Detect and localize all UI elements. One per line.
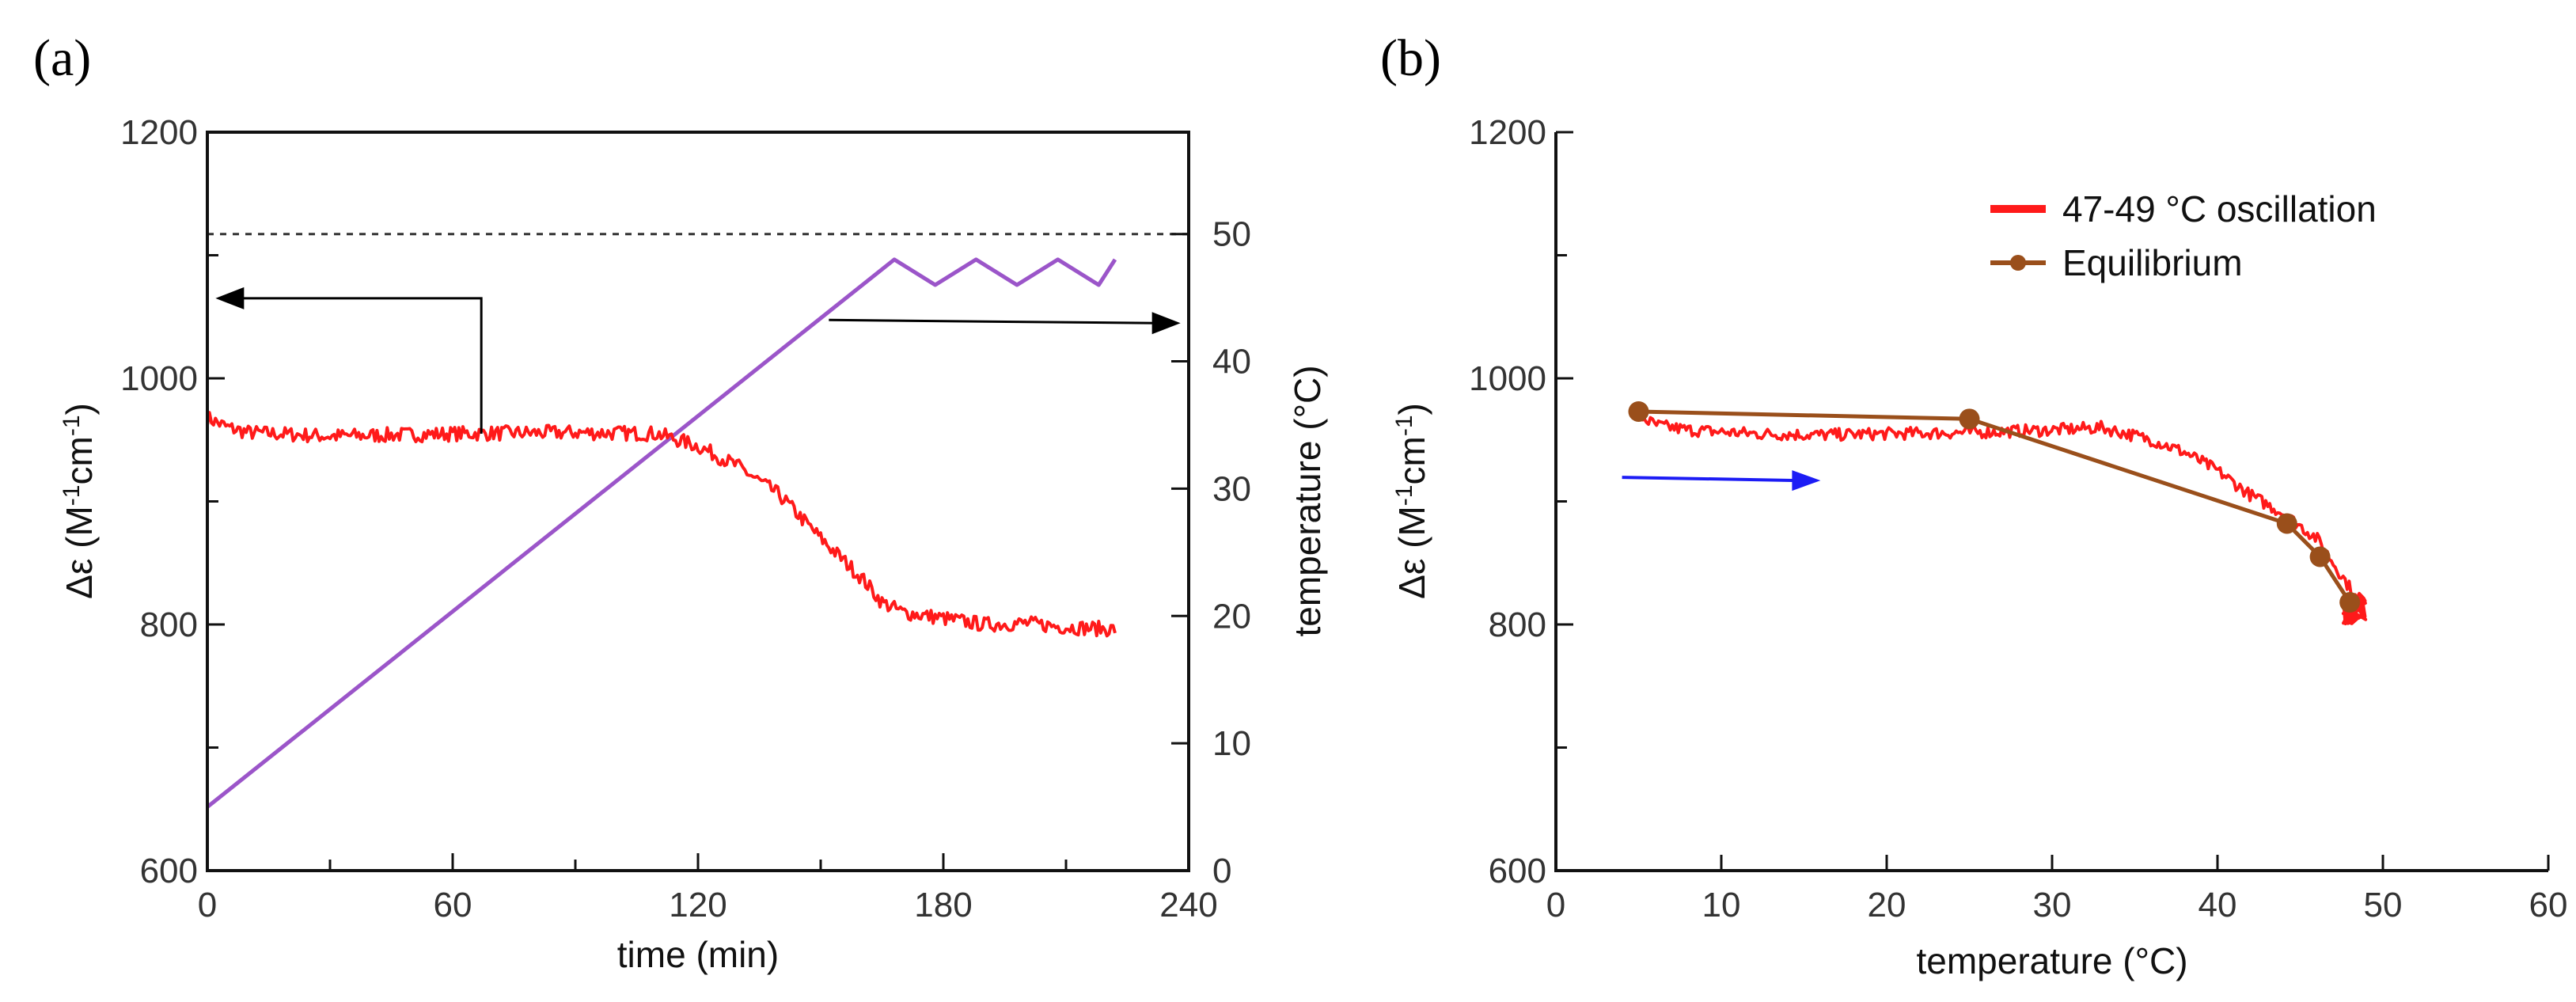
x-tick-label-0: 0 — [198, 886, 217, 924]
y-left-tick-label-1200: 1200 — [120, 113, 198, 152]
panel-b-y-ticks: 600 800 1000 1200 — [1469, 113, 1573, 890]
x-tick-label-120: 120 — [669, 886, 727, 924]
panel-a: (a) 0 60 120 180 240 600 800 1000 1200 0 10 20 30 4… — [33, 29, 1328, 975]
arrow-to-left-axis — [237, 297, 483, 434]
heating-direction-arrow — [1622, 476, 1797, 483]
panel-b-axes-frame — [1554, 132, 2548, 872]
x-tick-label-180: 180 — [914, 886, 972, 924]
b-y-tick-label-800: 800 — [1489, 605, 1546, 644]
arrow-to-right-axis-head — [1151, 312, 1181, 335]
panel-a-y-right-axis-label: temperature (°C) — [1287, 365, 1328, 636]
equilibrium-point-0 — [1628, 400, 1649, 422]
arrow-to-left-axis-head — [215, 287, 245, 309]
temperature-series-line — [206, 257, 1117, 809]
b-x-tick-label-60: 60 — [2529, 886, 2568, 924]
x-tick-label-240: 240 — [1159, 886, 1217, 924]
panel-a-y-left-axis-label: Δε (M-1cm-1) — [59, 403, 101, 599]
equilibrium-point-2 — [2276, 513, 2297, 534]
b-y-tick-label-1200: 1200 — [1469, 113, 1546, 152]
panel-a-x-axis-label: time (min) — [617, 934, 779, 975]
equilibrium-point-4 — [2339, 592, 2361, 613]
legend-equilibrium-marker — [2010, 255, 2026, 271]
b-y-tick-label-1000: 1000 — [1469, 359, 1546, 398]
panel-a-x-ticks: 0 60 120 180 240 — [198, 853, 1218, 924]
arrow-to-right-axis — [829, 318, 1157, 325]
panel-a-y-right-ticks: 0 10 20 30 40 50 — [1171, 215, 1251, 890]
equilibrium-point-1 — [1959, 408, 1980, 430]
cd-signal-series-line — [206, 411, 1117, 638]
b-y-tick-label-600: 600 — [1489, 852, 1546, 890]
legend-oscillation-label: 47-49 °C oscillation — [2062, 188, 2377, 230]
panel-b-plot-area — [1622, 400, 2368, 626]
b-x-tick-label-10: 10 — [1702, 886, 1741, 924]
b-x-tick-label-20: 20 — [1868, 886, 1906, 924]
x-tick-label-60: 60 — [434, 886, 472, 924]
b-x-tick-label-0: 0 — [1546, 886, 1565, 924]
b-x-tick-label-50: 50 — [2364, 886, 2403, 924]
panel-a-axes-frame — [206, 131, 1190, 872]
b-x-tick-label-40: 40 — [2199, 886, 2237, 924]
y-right-tick-label-50: 50 — [1212, 215, 1251, 254]
y-right-tick-label-10: 10 — [1212, 724, 1251, 763]
panel-b-label: (b) — [1380, 29, 1441, 87]
panel-b-x-ticks: 0 10 20 30 40 50 60 — [1546, 855, 2568, 924]
panel-a-y-left-ticks: 600 800 1000 1200 — [120, 113, 225, 890]
panel-b-y-axis-label: Δε (M-1cm-1) — [1391, 403, 1433, 599]
legend-equilibrium-label: Equilibrium — [2062, 242, 2243, 283]
equilibrium-markers — [1628, 400, 2361, 613]
y-right-tick-label-20: 20 — [1212, 597, 1251, 636]
panel-a-label: (a) — [33, 29, 91, 87]
y-right-tick-label-0: 0 — [1212, 852, 1231, 890]
b-x-tick-label-30: 30 — [2033, 886, 2072, 924]
heating-direction-arrow-head — [1792, 470, 1821, 492]
y-right-tick-label-40: 40 — [1212, 343, 1251, 381]
oscillation-series-line — [1637, 409, 2368, 626]
y-left-tick-label-800: 800 — [140, 605, 198, 644]
equilibrium-point-3 — [2309, 546, 2331, 567]
y-left-tick-label-600: 600 — [140, 852, 198, 890]
panel-b: (b) 0 10 20 30 40 50 60 600 800 1000 1200 47-49 °… — [1380, 29, 2567, 981]
y-left-tick-label-1000: 1000 — [120, 359, 198, 398]
panel-a-plot-area — [206, 233, 1189, 809]
legend: 47-49 °C oscillation Equilibrium — [1990, 188, 2377, 283]
y-right-tick-label-30: 30 — [1212, 469, 1251, 508]
panel-b-x-axis-label: temperature (°C) — [1916, 940, 2187, 981]
equilibrium-series-line — [1638, 409, 2352, 604]
